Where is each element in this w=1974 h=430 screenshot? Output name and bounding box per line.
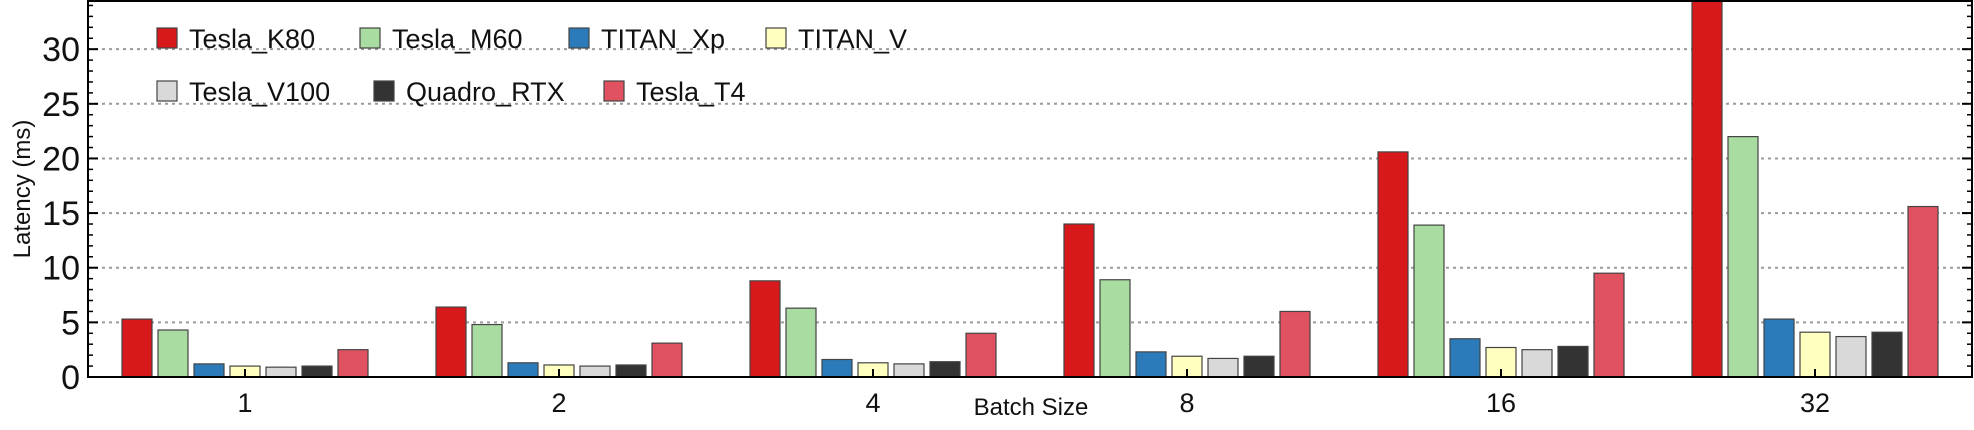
bar-Tesla_M60-8 bbox=[1099, 279, 1131, 378]
x-tick-label: 4 bbox=[865, 388, 880, 418]
y-axis-title: Latency (ms) bbox=[9, 120, 36, 259]
legend-swatch bbox=[359, 27, 381, 49]
bar-Tesla_T4-32 bbox=[1907, 205, 1939, 378]
bar-TITAN_Xp-1 bbox=[193, 363, 225, 378]
bar-Tesla_K80-4 bbox=[749, 280, 781, 378]
legend-swatch bbox=[156, 80, 178, 102]
bar-Tesla_K80-1 bbox=[121, 318, 153, 378]
bar-Tesla_V100-1 bbox=[265, 366, 297, 378]
legend-label: Tesla_K80 bbox=[189, 24, 315, 54]
legend: Tesla_K80 Tesla_M60 TITAN_Xp TITAN_V Tesla_V… bbox=[156, 24, 907, 107]
bar-TITAN_Xp-32 bbox=[1763, 318, 1795, 378]
bar-Tesla_M60-1 bbox=[157, 329, 189, 378]
bar-Tesla_K80-16 bbox=[1377, 151, 1409, 378]
bar-TITAN_Xp-16 bbox=[1449, 338, 1481, 378]
legend-label: TITAN_V bbox=[798, 24, 907, 54]
bar-Tesla_T4-4 bbox=[965, 332, 997, 378]
gridlines bbox=[88, 48, 1972, 324]
legend-swatch bbox=[603, 80, 625, 102]
bar-Tesla_M60-16 bbox=[1413, 224, 1445, 378]
legend-swatch bbox=[568, 27, 590, 49]
bar-Tesla_K80-8 bbox=[1063, 223, 1095, 378]
bar-TITAN_Xp-8 bbox=[1135, 351, 1167, 378]
y-tick-label: 10 bbox=[42, 250, 80, 288]
legend-item-Tesla_T4: Tesla_T4 bbox=[603, 77, 746, 107]
legend-label: Tesla_T4 bbox=[636, 77, 746, 107]
bar-Tesla_K80-32 bbox=[1691, 0, 1723, 378]
bar-Tesla_V100-32 bbox=[1835, 335, 1867, 378]
bar-Quadro_RTX-2 bbox=[615, 364, 647, 378]
bar-Quadro_RTX-4 bbox=[929, 361, 961, 378]
legend-item-Quadro_RTX: Quadro_RTX bbox=[373, 77, 565, 107]
bar-Quadro_RTX-32 bbox=[1871, 331, 1903, 378]
legend-swatch bbox=[156, 27, 178, 49]
x-tick-label: 2 bbox=[551, 388, 566, 418]
bar-Quadro_RTX-1 bbox=[301, 365, 333, 378]
bar-Tesla_K80-2 bbox=[435, 306, 467, 378]
axis-ticks bbox=[88, 4, 1972, 378]
legend-item-TITAN_Xp: TITAN_Xp bbox=[568, 24, 725, 54]
x-tick-label: 8 bbox=[1179, 388, 1194, 418]
bar-Tesla_T4-2 bbox=[651, 342, 683, 378]
legend-label: TITAN_Xp bbox=[601, 24, 725, 54]
legend-swatch bbox=[373, 80, 395, 102]
y-tick-label: 0 bbox=[61, 359, 80, 397]
x-tick-label: 32 bbox=[1800, 388, 1830, 418]
bar-TITAN_Xp-4 bbox=[821, 358, 853, 378]
bar-Tesla_M60-32 bbox=[1727, 135, 1759, 378]
bar-TITAN_Xp-2 bbox=[507, 362, 539, 378]
legend-label: Tesla_M60 bbox=[392, 24, 523, 54]
y-tick-label: 25 bbox=[42, 86, 80, 124]
legend-item-TITAN_V: TITAN_V bbox=[765, 24, 907, 54]
legend-item-Tesla_K80: Tesla_K80 bbox=[156, 24, 315, 54]
y-tick-label: 5 bbox=[61, 304, 80, 342]
y-tick-label: 20 bbox=[42, 140, 80, 178]
legend-item-Tesla_V100: Tesla_V100 bbox=[156, 77, 330, 107]
bar-Tesla_V100-2 bbox=[579, 365, 611, 378]
bar-Tesla_T4-16 bbox=[1593, 272, 1625, 378]
bar-Quadro_RTX-16 bbox=[1557, 345, 1589, 378]
plot-frame bbox=[87, 0, 1973, 378]
legend-swatch bbox=[765, 27, 787, 49]
bar-Tesla_V100-16 bbox=[1521, 349, 1553, 378]
y-tick-label: 15 bbox=[42, 195, 80, 233]
legend-label: Quadro_RTX bbox=[406, 77, 565, 107]
bar-Tesla_M60-4 bbox=[785, 307, 817, 378]
bar-Tesla_T4-1 bbox=[337, 349, 369, 378]
y-tick-labels: 0 5 10 15 20 25 30 bbox=[42, 31, 80, 397]
bar-Tesla_T4-8 bbox=[1279, 310, 1311, 378]
legend-item-Tesla_M60: Tesla_M60 bbox=[359, 24, 523, 54]
bars bbox=[121, 0, 1939, 378]
bar-Tesla_V100-4 bbox=[893, 363, 925, 378]
x-tick-labels: 1 2 4 8 16 32 bbox=[237, 388, 1830, 418]
y-tick-label: 30 bbox=[42, 31, 80, 69]
legend-label: Tesla_V100 bbox=[189, 77, 330, 107]
bar-Tesla_M60-2 bbox=[471, 323, 503, 378]
bar-Tesla_V100-8 bbox=[1207, 357, 1239, 378]
x-axis-title: Batch Size bbox=[974, 394, 1089, 421]
x-tick-label: 1 bbox=[237, 388, 252, 418]
x-tick-label: 16 bbox=[1486, 388, 1516, 418]
bar-Quadro_RTX-8 bbox=[1243, 355, 1275, 378]
